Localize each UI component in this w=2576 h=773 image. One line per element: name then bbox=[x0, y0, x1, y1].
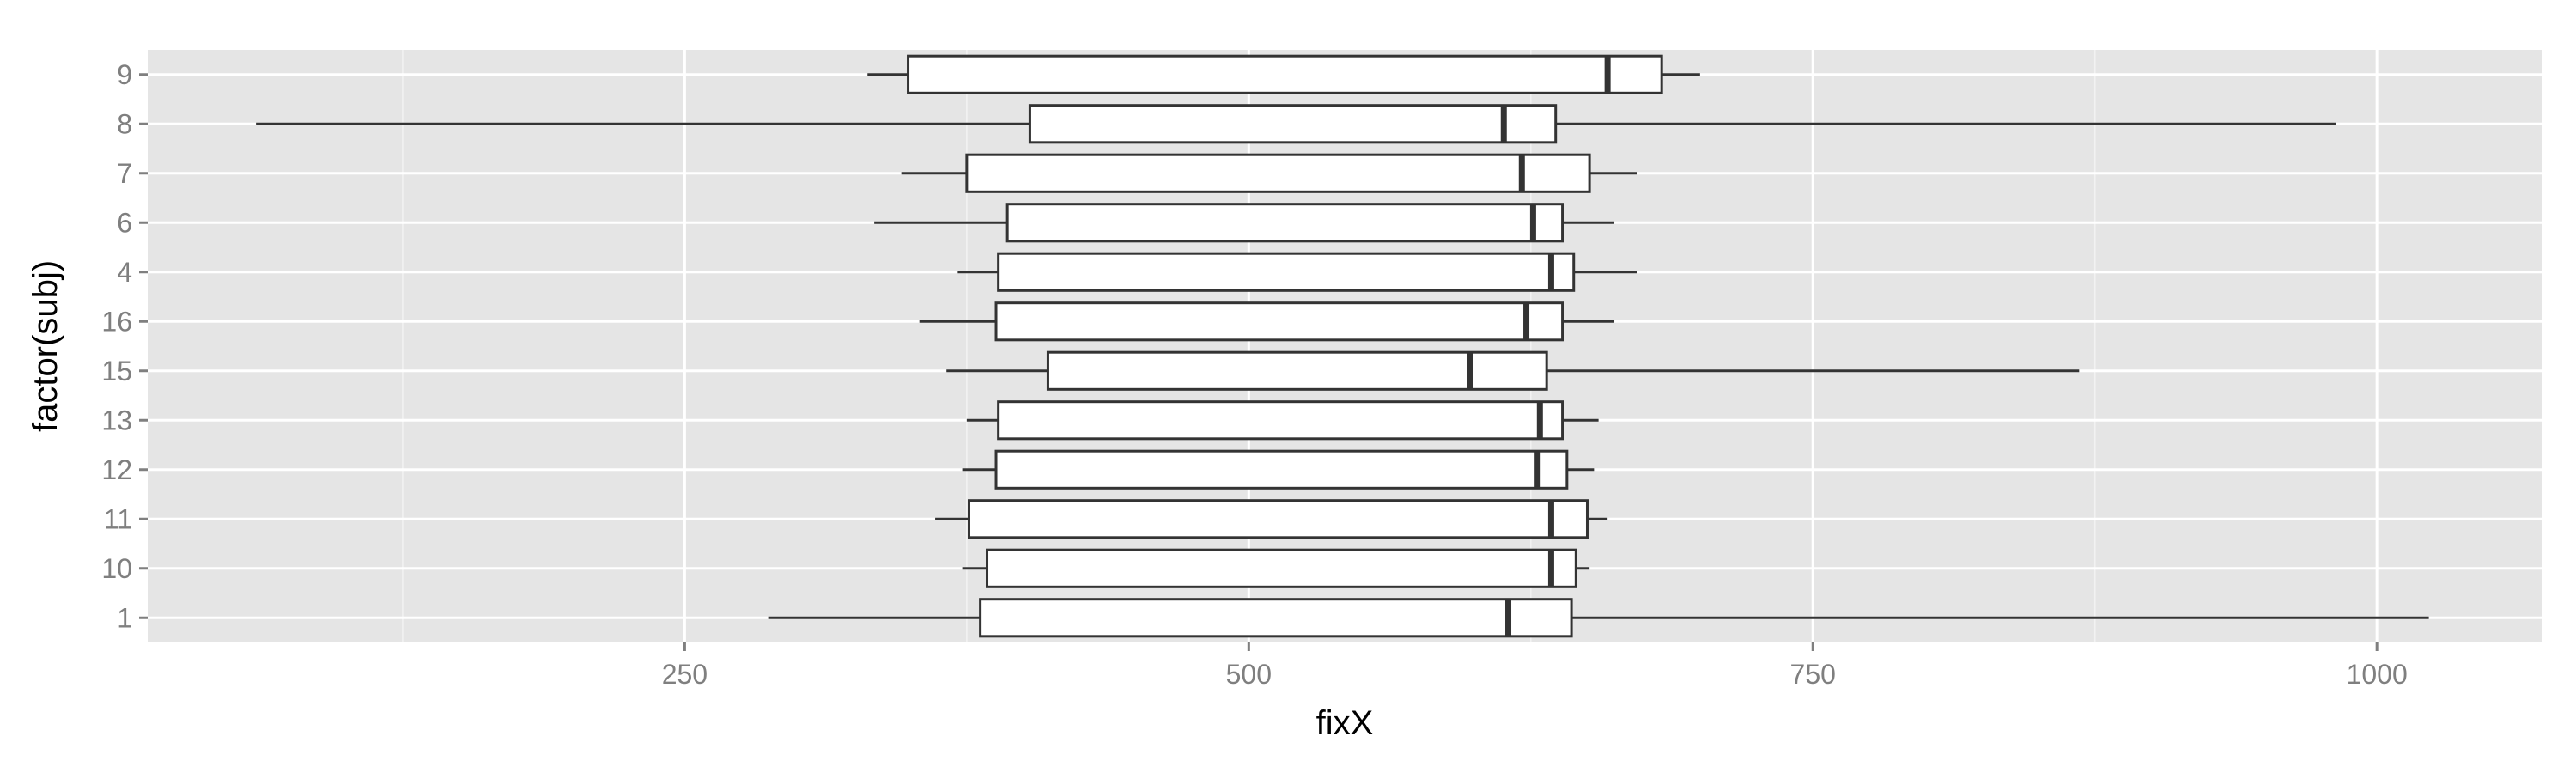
y-tick-label: 15 bbox=[101, 356, 132, 386]
x-tick-label: 1000 bbox=[2347, 659, 2408, 690]
y-tick-label: 6 bbox=[117, 207, 132, 238]
box-iqr bbox=[997, 400, 1564, 441]
box-4 bbox=[957, 252, 1637, 292]
y-tick-label: 10 bbox=[101, 553, 132, 584]
x-axis: 250 500 750 1000 bbox=[662, 642, 2408, 690]
box-1 bbox=[768, 598, 2429, 638]
box-iqr bbox=[967, 499, 1589, 539]
box-iqr bbox=[994, 301, 1564, 342]
box-15 bbox=[946, 350, 2080, 391]
y-tick-label: 11 bbox=[104, 503, 132, 534]
y-tick-label: 16 bbox=[101, 306, 132, 337]
y-tick-label: 8 bbox=[117, 108, 132, 139]
y-tick-label: 1 bbox=[117, 602, 132, 633]
x-tick-label: 250 bbox=[662, 659, 708, 690]
box-iqr bbox=[997, 252, 1576, 292]
x-tick-label: 750 bbox=[1790, 659, 1836, 690]
box-6 bbox=[874, 203, 1615, 243]
y-tick-label: 4 bbox=[117, 257, 132, 288]
box-iqr bbox=[979, 598, 1573, 638]
box-iqr bbox=[1005, 203, 1564, 243]
box-iqr bbox=[986, 548, 1577, 588]
minor-gridlines bbox=[402, 50, 2096, 642]
y-tick-label: 9 bbox=[117, 59, 132, 90]
y-tick-label: 7 bbox=[117, 158, 132, 189]
box-11 bbox=[935, 499, 1608, 539]
y-axis: 1 10 11 12 13 15 16 4 6 7 8 9 bbox=[101, 59, 148, 633]
y-tick-label: 12 bbox=[101, 454, 132, 485]
box-7 bbox=[901, 153, 1637, 193]
y-tick-label: 13 bbox=[101, 405, 132, 435]
box-10 bbox=[962, 548, 1590, 588]
box-12 bbox=[962, 449, 1595, 490]
box-iqr bbox=[965, 153, 1591, 193]
box-iqr bbox=[1046, 350, 1548, 391]
y-axis-title: factor(subj) bbox=[27, 260, 64, 432]
box-16 bbox=[919, 301, 1615, 342]
box-iqr bbox=[1028, 104, 1558, 144]
box-8 bbox=[256, 104, 2336, 144]
box-13 bbox=[966, 400, 1599, 441]
box-series bbox=[256, 54, 2429, 638]
box-iqr bbox=[907, 54, 1663, 94]
plot-panel bbox=[148, 50, 2542, 642]
box-iqr bbox=[994, 449, 1569, 490]
x-axis-title: fixX bbox=[1316, 704, 1374, 742]
x-tick-label: 500 bbox=[1226, 659, 1272, 690]
box-9 bbox=[867, 54, 1700, 94]
